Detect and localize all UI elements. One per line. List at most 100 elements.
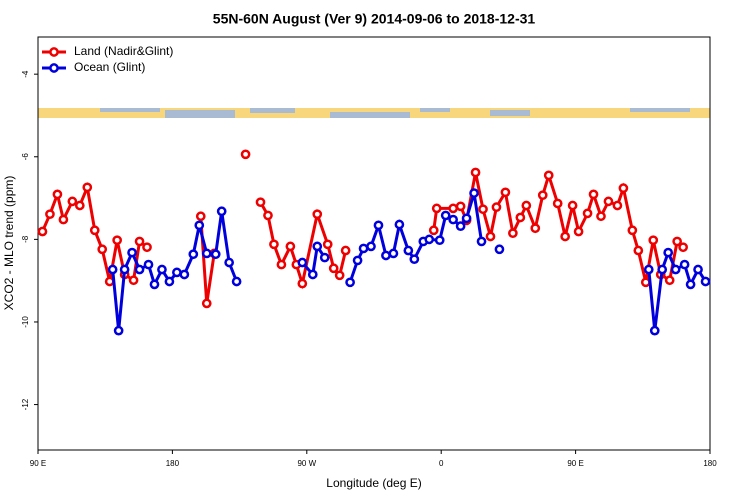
data-point	[508, 228, 518, 239]
x-tick-label: 180	[166, 459, 180, 468]
data-point	[334, 270, 345, 281]
legend-marker	[49, 63, 59, 73]
data-point	[588, 189, 599, 200]
series-line	[301, 242, 326, 278]
data-point	[394, 219, 405, 230]
x-tick-label: 90 W	[297, 459, 316, 468]
data-point	[448, 203, 458, 214]
data-point	[560, 231, 570, 242]
data-point	[448, 214, 458, 225]
data-point	[469, 188, 479, 198]
data-point	[603, 196, 614, 207]
data-point	[157, 264, 167, 275]
data-point	[470, 167, 481, 178]
data-point	[693, 264, 703, 275]
data-point	[663, 247, 674, 258]
data-point	[297, 278, 308, 289]
data-point	[455, 221, 466, 232]
data-point	[567, 200, 578, 211]
data-point	[500, 187, 511, 198]
data-point	[352, 255, 363, 266]
data-point	[431, 203, 442, 214]
data-point	[461, 213, 472, 224]
data-point	[485, 231, 496, 242]
data-point	[312, 209, 323, 220]
data-point	[263, 210, 273, 221]
data-point	[612, 200, 623, 211]
x-tick-label: 0	[439, 459, 444, 468]
data-point	[543, 170, 554, 181]
data-point	[633, 245, 644, 256]
data-point	[297, 257, 308, 268]
data-point	[515, 212, 526, 223]
data-point	[340, 245, 351, 256]
data-point	[45, 209, 55, 220]
data-point	[573, 226, 584, 237]
data-point	[112, 235, 122, 246]
data-point	[142, 242, 152, 253]
data-point	[649, 325, 660, 336]
data-point	[648, 235, 659, 246]
data-point	[216, 206, 227, 217]
data-point	[149, 279, 160, 290]
data-point	[276, 259, 287, 270]
data-point	[358, 243, 369, 254]
data-point	[670, 264, 681, 275]
data-point	[388, 248, 399, 259]
data-point	[188, 249, 199, 260]
data-point	[179, 269, 190, 280]
data-point	[107, 264, 118, 275]
data-point	[128, 275, 139, 286]
data-point	[134, 236, 145, 247]
y-tick-label: -12	[21, 398, 30, 410]
data-point	[491, 202, 502, 213]
data-point	[657, 264, 668, 275]
data-point	[596, 211, 606, 222]
y-tick-label: -6	[21, 153, 30, 161]
data-point	[201, 248, 212, 259]
land-ocean-strip	[38, 108, 710, 118]
data-point	[255, 197, 266, 208]
y-tick-label: -4	[21, 70, 30, 78]
data-point	[67, 196, 78, 207]
data-point	[143, 259, 154, 270]
data-point	[679, 259, 690, 270]
data-point	[424, 234, 435, 245]
data-point	[172, 267, 182, 278]
data-point	[127, 247, 137, 258]
legend-label: Land (Nadir&Glint)	[74, 44, 173, 58]
data-point	[552, 198, 563, 209]
data-point	[403, 245, 414, 256]
data-point	[618, 183, 629, 194]
data-point	[312, 241, 323, 252]
data-point	[440, 210, 451, 221]
data-point	[409, 254, 420, 265]
series-line	[199, 216, 216, 304]
data-point	[74, 200, 85, 211]
data-point	[269, 239, 279, 250]
data-point	[231, 276, 242, 287]
x-axis-label: Longitude (deg E)	[326, 476, 421, 490]
data-point	[678, 242, 688, 253]
plot-frame	[37, 36, 711, 451]
data-point	[82, 182, 93, 193]
series-line	[432, 170, 685, 283]
legend-marker	[49, 47, 59, 57]
data-point	[307, 269, 318, 280]
x-tick-label: 90 E	[567, 459, 583, 468]
data-point	[366, 241, 376, 252]
y-tick-label: -8	[21, 235, 30, 243]
data-point	[345, 277, 355, 288]
data-point	[530, 223, 541, 234]
data-point	[700, 276, 711, 287]
data-point	[134, 264, 145, 275]
data-point	[476, 236, 487, 247]
data-point	[89, 225, 100, 236]
data-point	[37, 226, 48, 237]
data-point	[643, 264, 654, 275]
data-point	[521, 200, 532, 211]
data-point	[322, 239, 333, 250]
x-tick-label: 180	[703, 459, 717, 468]
data-point	[240, 149, 251, 160]
